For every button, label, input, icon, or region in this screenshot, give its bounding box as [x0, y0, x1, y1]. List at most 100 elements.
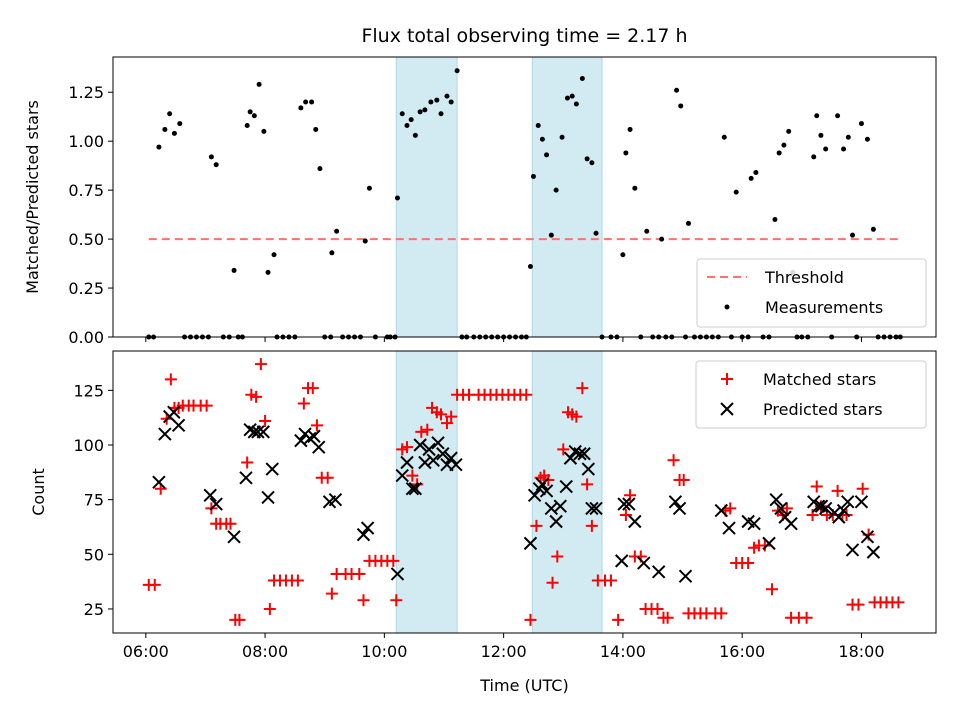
matched-star-point	[310, 419, 323, 432]
x-tick-label: 12:00	[481, 642, 527, 661]
x-tick-label: 10:00	[361, 642, 407, 661]
predicted-star-point	[418, 455, 432, 470]
matched-star-point	[810, 480, 823, 493]
measurement-point	[564, 95, 570, 101]
measurement-point	[620, 252, 626, 258]
predicted-star-point	[400, 455, 414, 470]
shaded-intervals	[395, 350, 603, 634]
predicted-star-point	[615, 554, 629, 568]
measurement-point	[438, 111, 444, 117]
matched-star-point	[570, 410, 583, 423]
predicted-star-point	[256, 425, 270, 439]
measurement-point	[811, 154, 817, 160]
matched-star-point	[353, 567, 366, 580]
measurement-point	[772, 217, 778, 223]
measurement-point	[845, 134, 851, 140]
measurement-point	[251, 113, 257, 119]
predicted-star-point	[559, 479, 573, 494]
matched-star-point	[306, 382, 319, 395]
predicted-star-point	[523, 536, 538, 551]
matched-star-point	[415, 425, 428, 438]
matched-star-point	[200, 399, 213, 412]
predicted-star-point	[227, 530, 241, 544]
legend-swatch-matched	[721, 373, 733, 385]
predicted-star-point	[535, 477, 550, 492]
measurement-point	[753, 170, 759, 176]
measurement-point	[256, 81, 262, 87]
matched-star-point	[831, 484, 844, 497]
predicted-star-point	[261, 490, 275, 505]
measurement-point	[776, 150, 782, 156]
predicted-star-point	[539, 484, 554, 498]
measurement-point	[864, 136, 870, 142]
predicted-star-point	[243, 422, 257, 437]
measurement-point	[721, 134, 727, 140]
measurement-point	[589, 160, 595, 166]
predicted-star-point	[449, 457, 463, 472]
measurement-point	[313, 126, 319, 132]
predicted-star-point	[668, 495, 683, 509]
predicted-star-point	[814, 499, 829, 513]
matched-star-point	[724, 502, 737, 515]
measurement-point	[444, 93, 450, 99]
matched-star-point	[435, 408, 448, 421]
predicted-star-point	[171, 418, 186, 433]
predicted-star-point	[413, 438, 427, 452]
measurement-point	[535, 123, 541, 129]
measurement-point	[265, 269, 271, 275]
matched-star-point	[259, 414, 272, 427]
matched-star-point	[321, 471, 334, 484]
predicted-star-point	[747, 516, 761, 531]
legend-label-matched: Matched stars	[763, 370, 876, 389]
predicted-star-point	[774, 501, 788, 516]
measurement-point	[573, 101, 579, 107]
matched-star-point	[390, 594, 403, 607]
matched-star-point	[530, 519, 543, 532]
y-tick-label: 100	[73, 436, 104, 455]
measurement-point	[244, 123, 250, 129]
measurement-point	[448, 99, 454, 105]
matched-star-point	[852, 598, 865, 611]
predicted-star-point	[553, 499, 567, 513]
y-tick-label: 0.75	[68, 181, 104, 200]
count-points	[142, 358, 905, 626]
matched-star-point	[557, 443, 570, 456]
predicted-star-point	[866, 545, 881, 559]
predicted-star-point	[637, 556, 651, 570]
matched-star-point	[661, 611, 674, 624]
measurement-point	[530, 173, 536, 179]
predicted-star-point	[617, 497, 631, 511]
matched-star-point	[715, 607, 728, 620]
predicted-star-point	[209, 497, 223, 511]
matched-star-point	[651, 602, 664, 615]
measurement-point	[298, 105, 304, 111]
predicted-star-point	[581, 462, 596, 476]
x-tick-label: 16:00	[719, 642, 765, 661]
predicted-star-point	[784, 516, 798, 531]
predicted-star-point	[203, 488, 217, 502]
measurement-point	[539, 136, 545, 142]
matched-star-point	[254, 358, 267, 371]
matched-star-point	[551, 550, 564, 563]
measurement-point	[593, 230, 599, 236]
predicted-star-point	[549, 514, 563, 529]
shaded-interval-1	[395, 56, 458, 338]
measurement-point	[213, 162, 219, 168]
matched-star-point	[263, 602, 276, 615]
predicted-star-point	[589, 501, 603, 516]
measurement-point	[559, 134, 565, 140]
y-tick-label: 0.00	[68, 328, 104, 347]
predicted-star-point	[527, 488, 542, 502]
predicted-star-point	[312, 440, 326, 454]
y-tick-label: 125	[73, 381, 104, 400]
y-tick-label: 0.50	[68, 230, 104, 249]
legend-label-threshold: Threshold	[764, 268, 844, 287]
matched-star-point	[612, 613, 625, 626]
measurement-point	[271, 252, 277, 258]
predicted-star-point	[762, 536, 776, 551]
measurement-point	[317, 166, 323, 172]
measurement-point	[177, 121, 183, 127]
measurement-point	[167, 111, 173, 117]
predicted-star-point	[672, 501, 687, 516]
predicted-star-point	[722, 521, 736, 535]
